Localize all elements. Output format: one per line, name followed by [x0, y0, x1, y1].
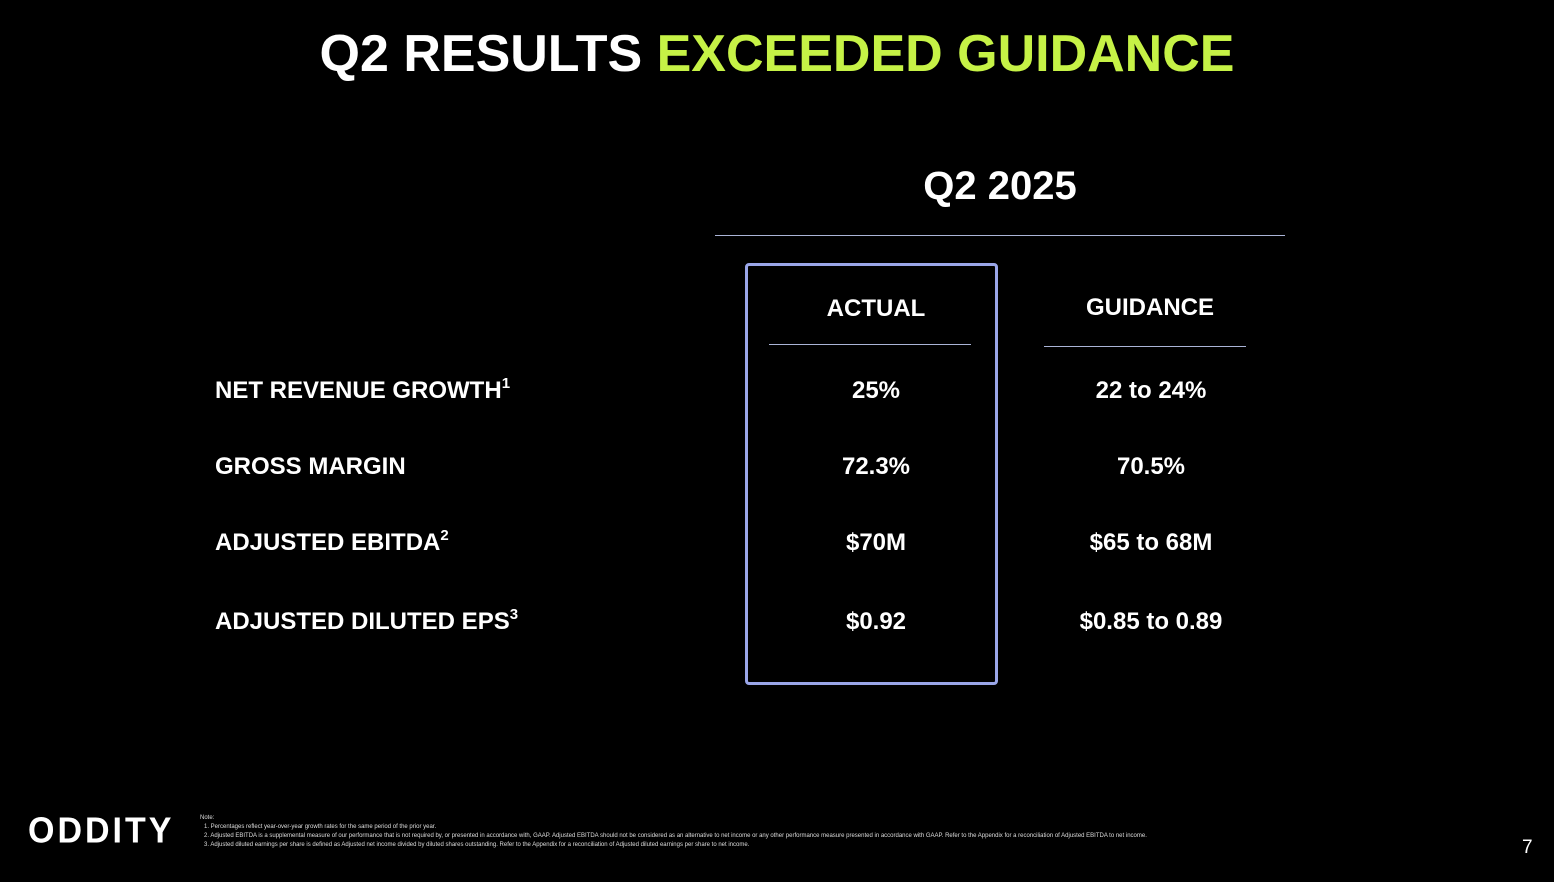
- note: 2. Adjusted EBITDA is a supplemental mea…: [204, 833, 1147, 839]
- title-white: Q2 RESULTS: [319, 25, 643, 83]
- column-header: GUIDANCE: [1085, 294, 1214, 321]
- actual-value: 25%: [851, 377, 901, 404]
- period: Q2 2025: [923, 164, 1077, 208]
- footnote-ref: 1: [501, 375, 511, 392]
- divider: [1044, 346, 1246, 347]
- note: 3. Adjusted diluted earnings per share i…: [204, 842, 750, 848]
- note: 1. Percentages reflect year-over-year gr…: [204, 824, 437, 830]
- title-green: EXCEEDED GUIDANCE: [656, 25, 1235, 83]
- row-label-text: ADJUSTED EBITDA: [215, 529, 441, 556]
- row-label: NET REVENUE GROWTH1: [215, 375, 511, 405]
- actual-value: $70M: [845, 529, 907, 556]
- row-label-text: ADJUSTED DILUTED EPS: [215, 608, 510, 635]
- notes: Note: 1. Percentages reflect year-over-y…: [200, 814, 1147, 850]
- guidance-value: $0.85 to 0.89: [1079, 608, 1223, 635]
- actual-value: $0.92: [845, 608, 907, 635]
- footnote-ref: 3: [509, 606, 519, 623]
- divider: [769, 344, 971, 345]
- logo: ODDITY: [28, 811, 175, 851]
- note-heading: Note:: [200, 815, 215, 821]
- guidance-value: 22 to 24%: [1095, 377, 1207, 404]
- actual-value: 72.3%: [841, 453, 911, 480]
- divider: [715, 235, 1285, 236]
- highlight-box: [745, 263, 998, 685]
- title: Q2 RESULTS EXCEEDED GUIDANCE: [0, 24, 1554, 84]
- row-label-text: GROSS MARGIN: [215, 453, 406, 480]
- footnote-ref: 2: [440, 527, 449, 544]
- page-number: 7: [1522, 837, 1533, 858]
- row-label: GROSS MARGIN: [215, 453, 406, 481]
- row-label: ADJUSTED DILUTED EPS3: [215, 606, 519, 636]
- guidance-value: $65 to 68M: [1089, 529, 1213, 556]
- guidance-value: 70.5%: [1116, 453, 1186, 480]
- row-label: ADJUSTED EBITDA2: [215, 527, 449, 557]
- row-label-text: NET REVENUE GROWTH: [215, 377, 502, 404]
- column-header: ACTUAL: [826, 295, 926, 322]
